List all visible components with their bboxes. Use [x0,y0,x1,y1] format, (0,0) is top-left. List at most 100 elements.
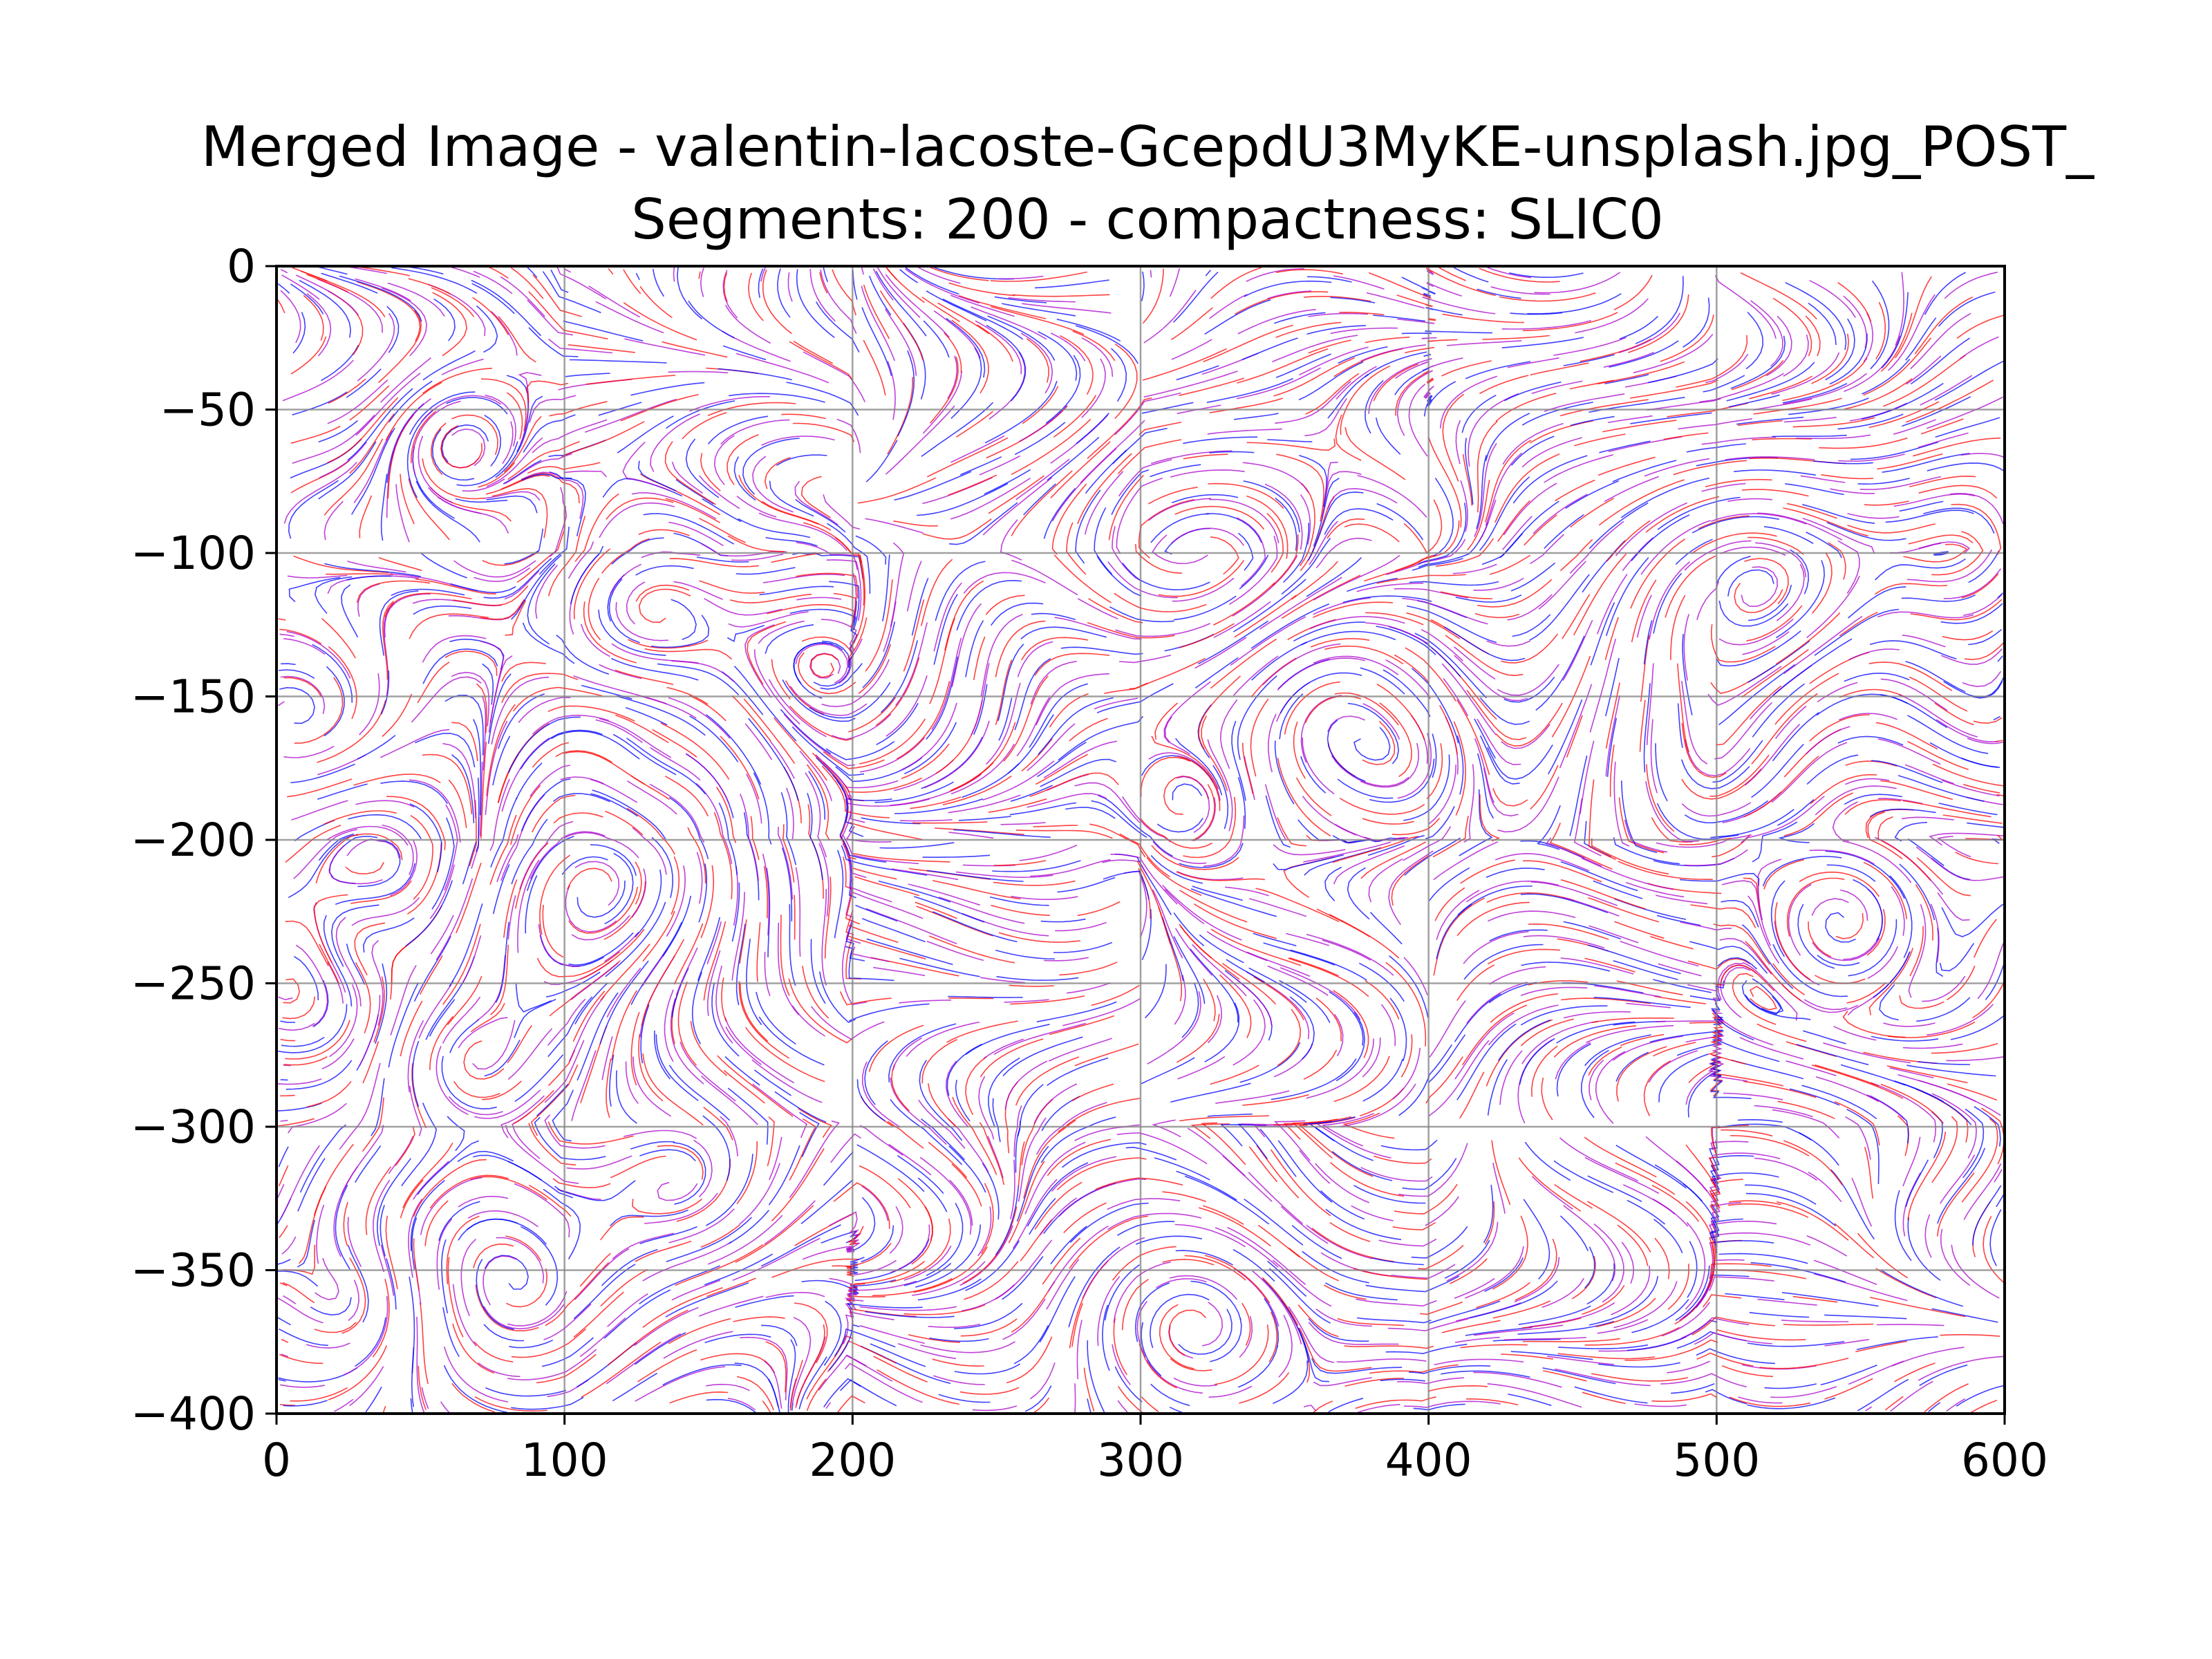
streamline [1232,579,1306,632]
streamline [1503,482,1557,536]
streamline [1438,705,1458,755]
streamline [1394,520,1460,572]
streamline [1042,1237,1081,1285]
streamline [1356,1317,1432,1324]
streamline [1920,375,1973,406]
streamline [1277,1009,1302,1067]
streamline [731,882,740,942]
streamline [574,1248,630,1300]
streamline [1488,1004,1559,1046]
streamline [1010,785,1053,802]
streamline [982,477,1053,536]
streamline [922,518,992,540]
streamline [1795,434,1871,440]
streamline [475,1284,539,1331]
streamline [673,581,723,600]
streamline [441,358,484,375]
streamline [1797,903,1835,969]
streamline [1541,1077,1553,1121]
streamline [413,1161,449,1200]
streamline [808,770,825,820]
streamline [1368,272,1432,299]
streamline [1648,1050,1698,1083]
streamline [1898,694,1978,738]
streamline [780,792,797,865]
streamline [1902,635,1946,648]
streamline [1179,377,1244,396]
streamline [1677,703,1683,749]
streamline [424,1200,449,1246]
streamline [1770,880,1785,957]
streamline [1611,1266,1651,1315]
streamline [824,877,832,959]
streamline [1198,1207,1271,1247]
streamline [1635,276,1684,344]
streamline [1718,664,1796,726]
streamline [1328,1398,1364,1413]
streamline [599,718,672,758]
streamline [1466,689,1527,740]
streamline [1286,932,1329,946]
streamline [1277,758,1331,837]
streamline [938,1394,991,1403]
streamline [935,561,986,621]
streamline [865,579,893,672]
streamline [1467,479,1490,551]
streamline [1021,637,1089,661]
streamline [758,268,764,298]
streamline [532,742,570,768]
streamline [1193,903,1277,939]
streamline [1930,903,1940,963]
streamline [1929,832,2005,846]
streamline [610,1209,688,1227]
streamline [1313,478,1340,547]
streamline [409,613,489,639]
streamline [1300,695,1342,763]
streamline [1752,821,1798,863]
streamline [865,518,924,534]
streamline [1754,1105,1813,1118]
streamline [696,556,749,563]
streamline [1783,615,1863,675]
streamline [1043,740,1117,778]
streamline [1333,845,1405,885]
streamline [1140,756,1191,797]
streamline [1876,1324,1944,1327]
streamline [1685,1144,1721,1209]
streamline [932,880,1021,900]
streamline [948,502,1018,545]
streamline [1308,1322,1399,1345]
streamline [1556,1021,1635,1044]
streamline [444,650,498,676]
streamline [542,904,564,958]
streamline [921,297,960,323]
streamline [1835,912,1864,939]
streamline [921,1118,965,1161]
streamline [866,938,953,966]
streamline [1811,898,1849,916]
streamline [758,512,847,551]
streamline [1197,620,1269,665]
streamline [1624,819,1668,853]
streamline [703,1107,733,1141]
streamline [688,695,727,722]
streamline [888,1143,932,1176]
streamline [1581,857,1674,890]
streamline [348,814,422,839]
streamline [1145,964,1167,1019]
streamline [482,551,539,566]
streamline [1203,815,1245,867]
streamline [505,1235,542,1262]
streamline [1689,980,1725,1002]
streamline [1880,312,1913,372]
streamline [1327,518,1365,539]
streamline [1588,897,1660,923]
streamline [1709,1012,1725,1046]
streamline [1325,1208,1402,1241]
streamline [955,1080,971,1122]
streamline [1847,513,1900,519]
streamline [1201,1122,1246,1165]
streamline [1897,1074,1976,1103]
streamline [861,285,896,362]
streamline [491,676,550,744]
